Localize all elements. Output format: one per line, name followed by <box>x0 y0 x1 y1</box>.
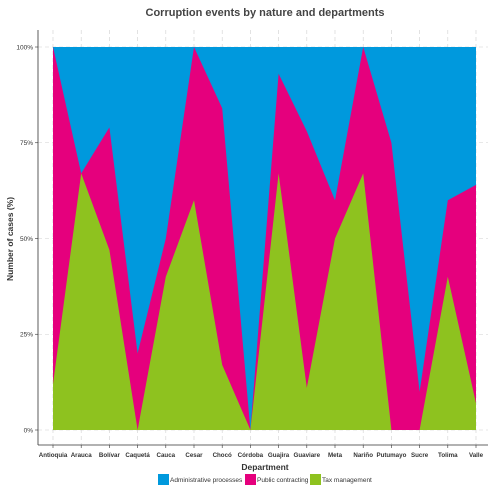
legend-label: Public contracting <box>257 477 309 484</box>
x-tick-label: Meta <box>328 452 343 459</box>
x-tick-label: Cauca <box>157 452 176 459</box>
x-tick-label: Arauca <box>71 452 93 459</box>
y-tick-label: 75% <box>20 140 33 147</box>
x-tick-label: Nariño <box>353 452 373 459</box>
x-tick-label: Valle <box>469 452 484 459</box>
y-tick-label: 50% <box>20 236 33 243</box>
axes: 0% 25% 50% 75% 100% Antioquia Arauca Bolívar Caq… <box>16 30 488 459</box>
x-tick-label: Córdoba <box>238 452 264 459</box>
y-tick-label: 25% <box>20 332 33 339</box>
x-tick-label: Antioquia <box>39 452 68 459</box>
x-tick-label: Cesar <box>185 452 203 459</box>
chart-title: Corruption events by nature and departme… <box>146 7 385 19</box>
x-tick-label: Putumayo <box>376 452 406 459</box>
x-tick-label: Bolívar <box>99 452 121 459</box>
x-tick-label: Sucre <box>411 452 429 459</box>
x-tick-label: Caquetá <box>125 452 150 459</box>
legend-label: Administrative processes <box>170 477 243 484</box>
areas <box>53 47 476 430</box>
y-axis-title: Number of cases (%) <box>5 197 15 281</box>
x-axis-title: Department <box>241 462 288 472</box>
legend-swatch <box>310 474 321 485</box>
legend-swatch <box>158 474 169 485</box>
x-tick-label: Guaviare <box>294 452 321 459</box>
x-tick-label: Tolima <box>438 452 458 459</box>
x-tick-label: Chocó <box>213 452 232 459</box>
y-tick-label: 100% <box>16 44 33 51</box>
x-tick-label: Guajira <box>268 452 290 459</box>
area-tax-management <box>53 173 476 430</box>
legend-label: Tax management <box>322 477 372 484</box>
legend-swatch <box>245 474 256 485</box>
legend: Administrative processes Public contracti… <box>158 474 372 485</box>
y-tick-label: 0% <box>24 427 34 434</box>
